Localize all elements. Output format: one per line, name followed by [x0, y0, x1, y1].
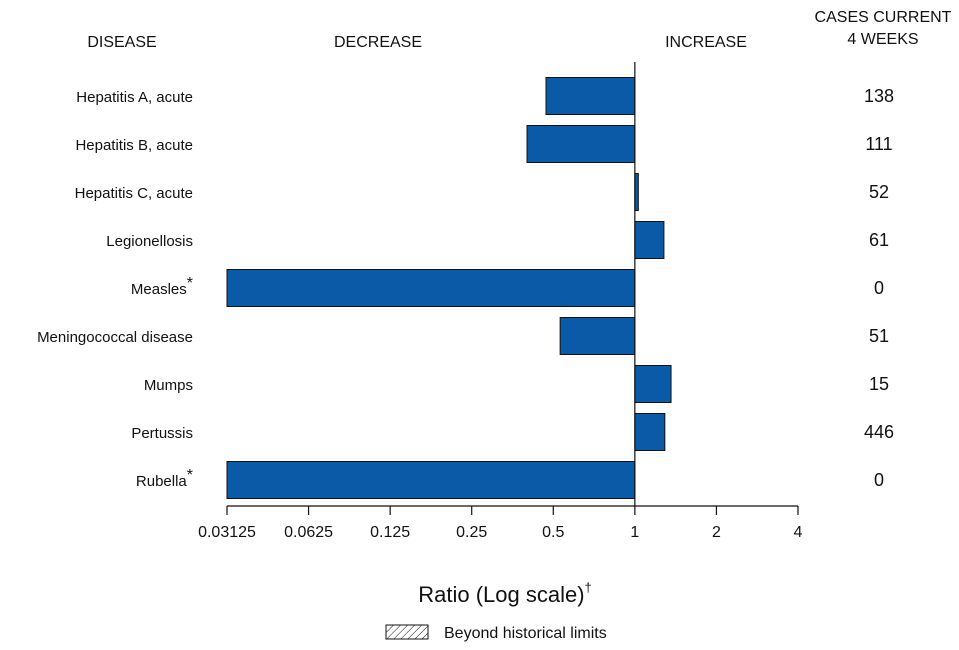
x-tick-label: 0.0625	[284, 524, 333, 541]
cases-value: 446	[864, 422, 894, 442]
header-increase: INCREASE	[665, 34, 747, 51]
category-label: Hepatitis A, acute	[76, 89, 193, 106]
header-disease: DISEASE	[87, 34, 156, 51]
x-tick-label: 0.5	[542, 524, 564, 541]
bar	[634, 365, 672, 403]
header-cases-line1: CASES CURRENT	[815, 9, 952, 26]
bar	[226, 269, 636, 307]
cases-value: 0	[874, 278, 884, 298]
x-tick-label: 0.25	[456, 524, 487, 541]
x-tick-label: 0.125	[370, 524, 410, 541]
x-axis: 0.03125 0.0625 0.125 0.25 0.5 1 2 4	[198, 505, 803, 541]
header-cases-line2: 4 WEEKS	[847, 31, 918, 48]
bar	[526, 125, 636, 163]
cases-value: 61	[869, 230, 889, 250]
header-decrease: DECREASE	[334, 34, 422, 51]
category-label: Mumps	[144, 377, 193, 394]
category-label: Pertussis	[131, 425, 193, 442]
x-axis-title-text: Ratio (Log scale)	[418, 582, 584, 607]
category-label: Hepatitis B, acute	[75, 137, 193, 154]
category-label: Legionellosis	[106, 233, 193, 250]
x-tick-label: 1	[630, 524, 639, 541]
legend-swatch-hatched	[385, 624, 429, 640]
plot-area: Hepatitis A, acute 138 Hepatitis B, acute 1…	[37, 62, 894, 506]
footnote-mark: *	[187, 275, 193, 292]
footnote-mark: *	[187, 467, 193, 484]
category-label: Rubella*	[136, 467, 193, 490]
x-axis-title: Ratio (Log scale)†	[418, 580, 592, 607]
bar	[226, 461, 636, 499]
bar	[559, 317, 636, 355]
x-tick-label: 2	[712, 524, 721, 541]
cases-value: 0	[874, 470, 884, 490]
bar	[545, 77, 636, 115]
legend-label: Beyond historical limits	[444, 625, 607, 642]
x-tick-label: 0.03125	[198, 524, 256, 541]
cases-value: 52	[869, 182, 889, 202]
bar	[634, 221, 665, 259]
cases-value: 15	[869, 374, 889, 394]
bar	[634, 413, 666, 451]
category-label: Measles*	[131, 275, 193, 298]
x-axis-title-mark: †	[585, 580, 592, 595]
x-tick-label: 4	[794, 524, 803, 541]
cases-value: 111	[865, 134, 892, 154]
category-label: Hepatitis C, acute	[75, 185, 193, 202]
category-label: Meningococcal disease	[37, 329, 193, 346]
cases-value: 138	[864, 86, 894, 106]
legend: Beyond historical limits	[385, 624, 607, 642]
cases-value: 51	[869, 326, 889, 346]
